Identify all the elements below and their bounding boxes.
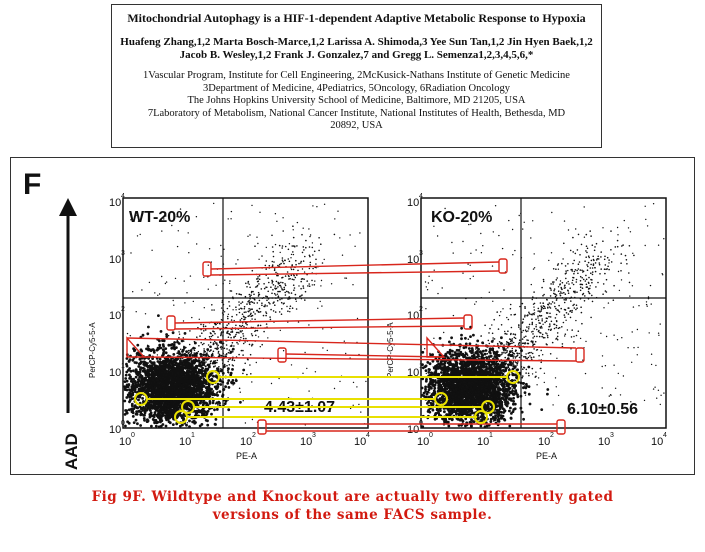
affiliation-line: 7Laboratory of Metabolism, National Canc… bbox=[147, 107, 566, 119]
red-marker-box bbox=[575, 347, 585, 363]
red-connector-line bbox=[210, 270, 500, 276]
authors-line-1: Huafeng Zhang,1,2 Marta Bosch-Marce,1,2 … bbox=[120, 36, 593, 48]
percentage-value: 6.10±0.56 bbox=[567, 401, 638, 418]
x-tick-exponent: 3 bbox=[610, 432, 614, 439]
yellow-circle-marker bbox=[506, 370, 520, 384]
red-connector-line bbox=[285, 353, 445, 358]
yellow-circle-marker bbox=[206, 370, 220, 384]
red-connector-line bbox=[174, 325, 465, 330]
affiliation-line: The Johns Hopkins University School of M… bbox=[187, 95, 526, 106]
x-tick: 10 bbox=[179, 436, 191, 448]
affiliation-line: 20892, USA bbox=[330, 120, 383, 131]
y-tick: 10 bbox=[109, 254, 121, 266]
y-tick-exponent: 1 bbox=[121, 363, 125, 370]
yellow-circle-marker bbox=[481, 400, 495, 414]
x-axis-label: PE-A bbox=[536, 451, 557, 461]
y-tick-exponent: 3 bbox=[121, 250, 125, 257]
yellow-circle-marker bbox=[434, 392, 448, 406]
y-tick-exponent: 4 bbox=[121, 193, 125, 200]
caption-line-1: Fig 9F. Wildtype and Knockout are actual… bbox=[91, 489, 614, 505]
yellow-event-annotations bbox=[134, 370, 520, 424]
plot-label: WT-20% bbox=[129, 209, 190, 226]
x-tick-exponent: 1 bbox=[489, 432, 493, 439]
red-connector-line bbox=[126, 337, 577, 349]
y-axis-label: PerCP-Cy5-5-A bbox=[386, 322, 395, 378]
facs-figure-svg: F AAD WT-20% 4.43±1.07 PerCP-Cy5-5-A PE-… bbox=[23, 168, 667, 470]
x-tick-exponent: 2 bbox=[550, 432, 554, 439]
affiliation-line: 1Vascular Program, Institute for Cell En… bbox=[143, 70, 570, 81]
x-tick: 10 bbox=[354, 436, 366, 448]
y-tick: 10 bbox=[109, 310, 121, 322]
red-connector-line bbox=[143, 356, 577, 362]
x-tick-exponent: 4 bbox=[663, 432, 667, 439]
red-gate-annotations bbox=[126, 258, 585, 435]
wt-facs-plot: WT-20% 4.43±1.07 PerCP-Cy5-5-A PE-A 10 0… bbox=[88, 193, 370, 461]
caption-line-2: versions of the same FACS sample. bbox=[212, 507, 493, 523]
authors-line-2: Jacob B. Wesley,1,2 Frank J. Gonzalez,7 … bbox=[179, 49, 534, 61]
red-marker-box bbox=[498, 258, 508, 274]
figure-caption: Fig 9F. Wildtype and Knockout are actual… bbox=[0, 488, 705, 524]
red-connector-line bbox=[174, 317, 465, 324]
x-tick-exponent: 4 bbox=[366, 432, 370, 439]
x-tick-exponent: 1 bbox=[191, 432, 195, 439]
x-tick: 10 bbox=[651, 436, 663, 448]
y-tick-exponent: 2 bbox=[419, 306, 423, 313]
red-marker-box bbox=[257, 419, 267, 435]
y-tick: 10 bbox=[407, 197, 419, 209]
yellow-circle-marker bbox=[181, 400, 195, 414]
y-tick-exponent: 2 bbox=[121, 306, 125, 313]
panel-letter: F bbox=[23, 168, 41, 201]
x-tick: 10 bbox=[477, 436, 489, 448]
y-tick: 10 bbox=[109, 197, 121, 209]
y-tick: 10 bbox=[109, 367, 121, 379]
y-axis-title: AAD bbox=[62, 433, 81, 470]
scatter-points bbox=[123, 202, 367, 429]
x-tick: 10 bbox=[240, 436, 252, 448]
red-triangle-marker bbox=[126, 336, 146, 358]
x-tick: 10 bbox=[598, 436, 610, 448]
yellow-circle-marker bbox=[134, 392, 148, 406]
x-tick-exponent: 0 bbox=[429, 432, 433, 439]
x-tick: 10 bbox=[538, 436, 550, 448]
x-tick: 10 bbox=[300, 436, 312, 448]
y-tick-exponent: 0 bbox=[121, 420, 125, 427]
y-tick-exponent: 1 bbox=[419, 363, 423, 370]
x-tick: 10 bbox=[417, 436, 429, 448]
y-axis-label: PerCP-Cy5-5-A bbox=[88, 322, 97, 378]
affiliation-line: 3Department of Medicine, 4Pediatrics, 5O… bbox=[203, 82, 510, 94]
red-marker-box bbox=[277, 347, 287, 363]
x-tick-exponent: 0 bbox=[131, 432, 135, 439]
paper-title: Mitochondrial Autophagy is a HIF-1-depen… bbox=[127, 11, 586, 25]
yellow-circle-marker bbox=[174, 410, 188, 424]
y-tick: 10 bbox=[407, 254, 419, 266]
x-tick-exponent: 3 bbox=[312, 432, 316, 439]
plot-label: KO-20% bbox=[431, 209, 492, 226]
red-marker-box bbox=[463, 314, 473, 330]
x-axis-label: PE-A bbox=[236, 451, 257, 461]
red-marker-box bbox=[556, 419, 566, 435]
y-axis-arrow-head bbox=[59, 198, 77, 216]
y-tick: 10 bbox=[109, 424, 121, 436]
y-tick-exponent: 4 bbox=[419, 193, 423, 200]
facs-figure-panel: F AAD WT-20% 4.43±1.07 PerCP-Cy5-5-A PE-… bbox=[10, 157, 695, 475]
y-tick: 10 bbox=[407, 424, 419, 436]
y-tick-exponent: 3 bbox=[419, 250, 423, 257]
yellow-circle-marker bbox=[474, 410, 488, 424]
paper-header: Mitochondrial Autophagy is a HIF-1-depen… bbox=[111, 4, 602, 148]
y-tick: 10 bbox=[407, 310, 419, 322]
red-connector-line bbox=[210, 261, 500, 270]
x-tick: 10 bbox=[119, 436, 131, 448]
x-tick-exponent: 2 bbox=[252, 432, 256, 439]
